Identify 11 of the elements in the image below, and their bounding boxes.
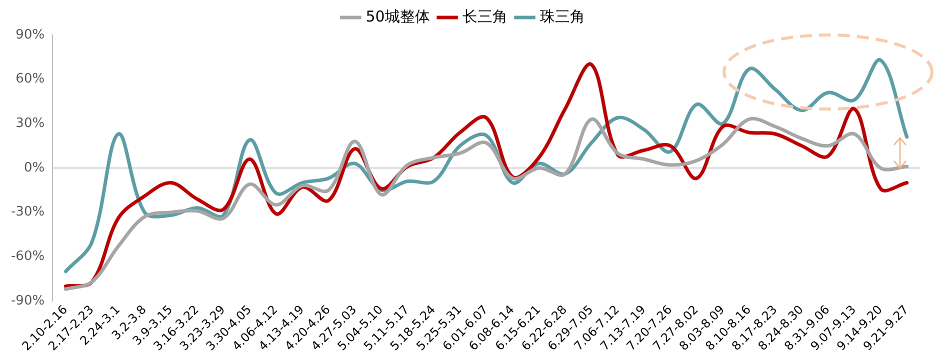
legend-label: 珠三角 (540, 7, 585, 26)
y-tick-label: -90% (10, 293, 45, 308)
y-tick-label: 30% (16, 116, 45, 132)
y-tick-label: 90% (16, 27, 45, 42)
y-tick-label: 60% (16, 72, 45, 87)
line-series (64, 117, 909, 291)
legend-label: 长三角 (462, 7, 508, 26)
y-tick-label: -30% (10, 204, 45, 220)
y-tick-label: 0% (24, 160, 45, 176)
legend-label: 50城整体 (366, 7, 430, 26)
y-tick-label: -60% (10, 249, 45, 264)
